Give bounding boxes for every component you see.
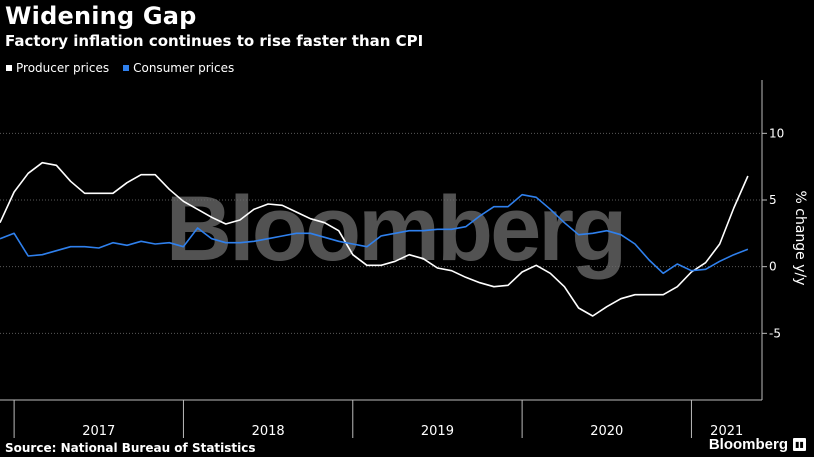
x-tick-label: 2018 [252,424,285,439]
x-tick-label: 2019 [421,424,454,439]
x-tick-label: 2021 [710,424,743,439]
y-axis-label: % change y/y [792,190,808,285]
legend-label-producer: Producer prices [16,61,110,75]
x-tick-label: 2017 [82,424,115,439]
series-line-producer-prices [0,161,749,317]
legend-label-consumer: Consumer prices [133,61,235,75]
legend-item-producer: Producer prices [6,61,109,75]
y-tick-label: 5 [769,193,777,207]
bloomberg-watermark: Bloomberg [166,178,625,280]
brand-logo: Bloomberg ▮▮ [709,436,806,453]
y-tick-label: -5 [769,326,781,340]
y-tick-label: 0 [769,260,777,274]
legend-swatch-consumer [123,65,130,71]
legend-item-consumer: Consumer prices [123,61,234,75]
source-note: Source: National Bureau of Statistics [5,441,256,455]
chart-title: Widening Gap [5,2,197,30]
legend-swatch-producer [6,65,12,71]
bloomberg-terminal-icon: ▮▮ [793,438,806,451]
chart-subtitle: Factory inflation continues to rise fast… [5,32,424,50]
y-tick-label: 10 [769,126,784,140]
series-line-consumer-prices [0,193,749,275]
legend: Producer prices Consumer prices [6,61,234,75]
brand-name: Bloomberg [708,436,788,453]
x-tick-label: 2020 [590,424,623,439]
